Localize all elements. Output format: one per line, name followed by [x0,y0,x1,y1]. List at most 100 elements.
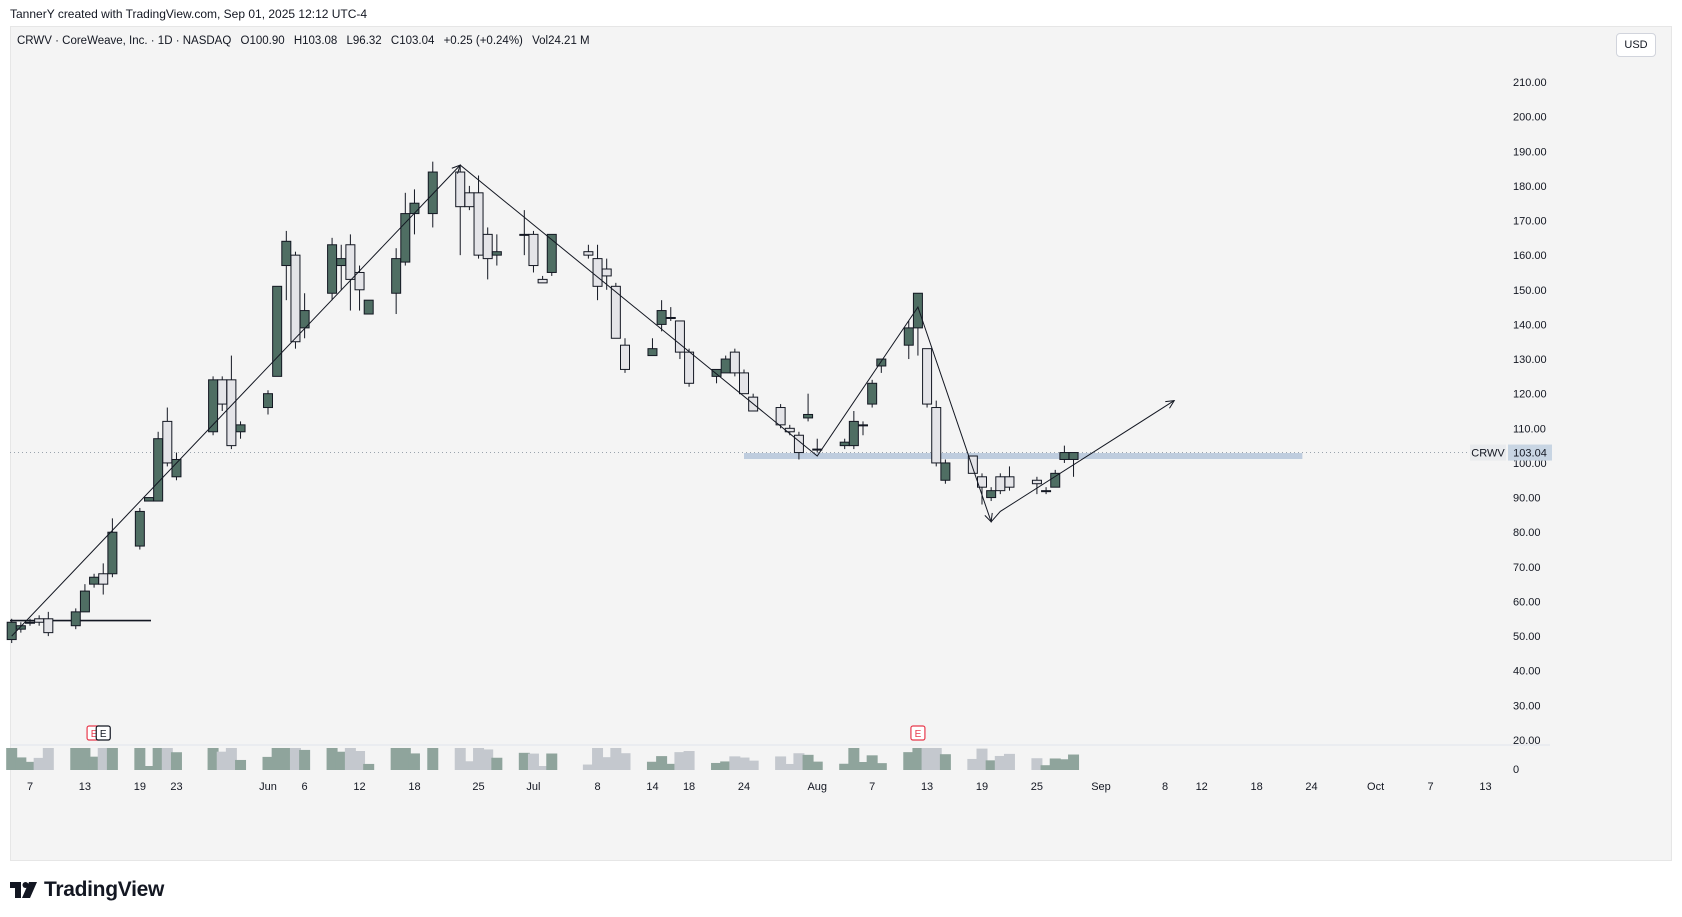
candle-body [327,244,338,294]
date-tick-label: 7 [27,781,33,793]
volume-bar [344,748,356,770]
volume-bar [729,756,741,770]
volume-bar [857,762,869,770]
earnings-marker-label: E [91,729,98,740]
volume-bar [262,756,274,770]
candle-body [903,327,914,346]
volume-bar [985,760,997,770]
candle-body [931,407,942,464]
date-tick-label: Aug [807,781,827,793]
volume-bar [271,748,283,770]
tradingview-logo[interactable]: TradingView [10,876,164,904]
candle-body [729,351,740,374]
candle-body [226,379,237,447]
candle-body [995,476,1006,492]
legend-close: C103.04 [390,35,435,47]
date-tick-label: 18 [408,781,420,793]
volume-bar [354,750,366,770]
volume-bar [399,748,411,770]
legend-high: H103.08 [293,35,338,47]
volume-bar [720,761,732,770]
candle-body [1031,479,1042,485]
volume-bar [1040,765,1052,770]
candle-body [711,368,722,377]
symbol-legend: CRWV · CoreWeave, Inc. · 1D · NASDAQ O10… [17,35,596,47]
candle-body [70,611,81,627]
arrow-head-target [1165,399,1176,409]
candle-body [482,233,493,260]
candle-body [528,233,539,267]
candle-body [25,621,35,624]
candle-body [272,285,283,377]
volume-axis-label: 0 [1513,764,1519,776]
volume-bar [1058,759,1070,770]
price-tick-label: 190.00 [1513,146,1547,158]
volume-bar [152,748,164,770]
volume-bar [1049,758,1061,770]
candle-body [409,202,420,215]
price-tick-label: 40.00 [1513,666,1541,678]
volume-bar [793,753,805,770]
price-tag [1508,444,1552,461]
brand-name: TradingView [44,878,165,901]
date-tick-label: 24 [738,781,750,793]
candle-body [98,573,109,585]
price-tick-label: 110.00 [1513,423,1546,435]
candle-body [464,192,475,208]
candle-body [345,244,356,280]
candle-body [400,213,411,263]
volume-bar [335,751,347,770]
volume-bar [235,759,247,770]
candle-body [217,379,228,405]
volume-bar [976,748,988,770]
volume-bar [738,757,750,770]
volume-bar [482,749,494,770]
candle-body [473,192,484,256]
candle-body [354,271,365,291]
candle-body [363,299,374,315]
price-tag-value: 103.04 [1513,448,1547,460]
candle-body [537,278,548,284]
volume-bar [42,748,54,770]
date-tick-label: 7 [869,781,875,793]
volume-bar [79,748,91,770]
volume-bar [143,766,155,770]
date-tick-label: 13 [79,781,91,793]
candle-body [290,254,301,343]
volume-bar [24,761,36,770]
price-tick-label: 140.00 [1513,319,1547,331]
date-tick-label: 12 [1196,781,1208,793]
earnings-marker-label: E [100,729,107,740]
candle-body [803,413,814,419]
volume-bar [216,751,228,770]
price-tick-label: 20.00 [1513,735,1541,747]
support-zone [744,453,1303,460]
candle-body [107,531,118,575]
volume-bar [921,748,933,770]
earnings-marker-icon [95,725,111,741]
candle-body [592,258,603,287]
price-tick-label: 170.00 [1513,216,1547,228]
date-tick-label: 19 [134,781,146,793]
legend-symbol[interactable]: CRWV · CoreWeave, Inc. · 1D · NASDAQ [17,35,232,47]
currency-button[interactable]: USD [1616,33,1656,57]
candle-body [153,438,164,502]
candle-body [171,458,182,478]
volume-bar [390,748,402,770]
volume-bar [289,748,301,770]
date-tick-label: 19 [976,781,988,793]
candle-body [263,393,273,409]
volume-bar [1068,754,1080,770]
volume-bar [967,758,979,770]
volume-bar [848,748,860,770]
earnings-marker-label: E [915,729,922,740]
candle-body [15,625,26,630]
volume-bar [711,762,723,770]
candle-body [208,379,219,433]
volume-bar [592,748,604,770]
volume-bar [88,756,100,770]
volume-bar [280,748,292,770]
candle-body [1041,490,1052,493]
candle-body [427,171,438,215]
